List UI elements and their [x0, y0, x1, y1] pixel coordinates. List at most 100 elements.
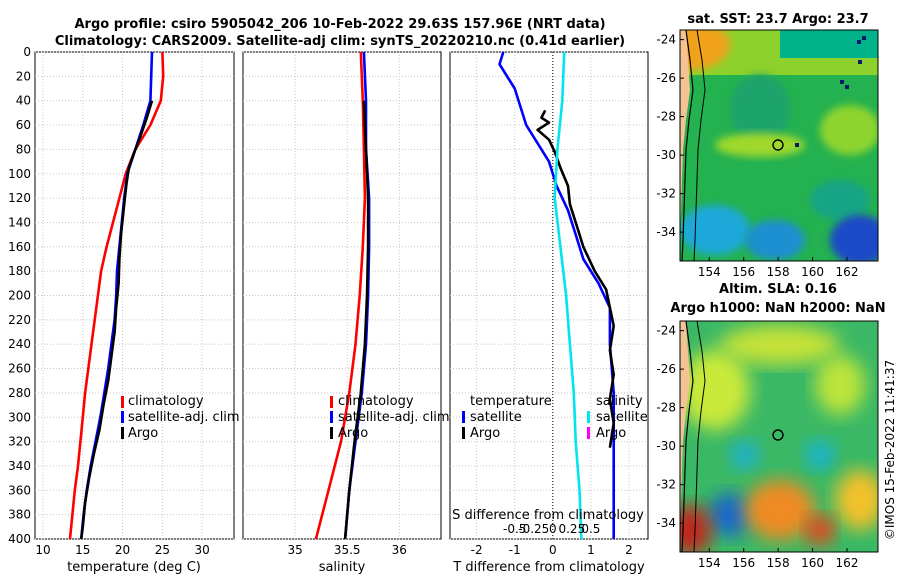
s-difference-label: S difference from climatology	[452, 508, 644, 523]
s-tick-label: -0.25	[518, 522, 549, 536]
s-difference-ticks: -0.5-0.25 0 0.250.5	[503, 522, 600, 536]
depth-tick-label: 340	[8, 459, 31, 473]
map-x-tick-label: 156	[732, 265, 755, 279]
depth-tick-label: 280	[8, 386, 31, 400]
sla-map-frame	[679, 320, 879, 553]
x-tick-label: 10	[35, 543, 50, 557]
sla-map-image	[680, 321, 878, 552]
temperature-panel: 0 20 40 60 80 100 120 140 160 180 200 220 240 260 280 3…	[8, 45, 240, 575]
map-x-tick-label: 154	[698, 556, 721, 570]
s-tick-label: 0.5	[581, 522, 600, 536]
argo-location-marker	[772, 139, 784, 151]
x-tick-label: 30	[195, 543, 210, 557]
sla-map-title2: Argo h1000: NaN h2000: NaN	[670, 301, 885, 316]
depth-tick-label: 0	[23, 45, 31, 59]
series-line-climatology	[314, 51, 367, 540]
figure-title-line2: Climatology: CARS2009. Satellite-adj cli…	[55, 34, 625, 49]
map-y-tick-label: -32	[656, 478, 676, 492]
map-x-tick-label: 154	[698, 265, 721, 279]
series-line-argo	[343, 100, 370, 540]
legend-swatch-t-argo	[462, 427, 465, 439]
legend-swatch-satellite	[330, 411, 333, 423]
salinity-series	[314, 51, 371, 540]
legend-label-s-argo: Argo	[596, 426, 626, 441]
sst-map-axes: 154 156 158 160 162 -24 -26 -28 -30 -32 -34	[656, 33, 858, 279]
depth-tick-label: 120	[8, 191, 31, 205]
sla-map: Altim. SLA: 0.16 Argo h1000: NaN h2000: …	[656, 282, 885, 570]
legend-label-satellite: satellite-adj. clim	[128, 410, 240, 425]
series-line-climatology	[68, 51, 165, 540]
salinity-panel: 35 35.5 36 climatology satellite-adj. clim…	[242, 51, 450, 575]
depth-tick-label: 260	[8, 362, 31, 376]
temperature-legend: climatology satellite-adj. clim Argo	[121, 394, 240, 441]
legend-swatch-satellite	[121, 411, 124, 423]
difference-legend: temperature satellite Argo salinity sate…	[462, 394, 648, 441]
legend-label-climatology: climatology	[128, 394, 204, 409]
depth-tick-label: 20	[16, 69, 31, 83]
legend-label-argo: Argo	[338, 426, 368, 441]
depth-tick-label: 320	[8, 435, 31, 449]
temperature-series	[68, 51, 165, 540]
x-tick-label: 15	[75, 543, 90, 557]
legend-header-temperature: temperature	[470, 394, 552, 409]
map-x-tick-label: 158	[767, 556, 790, 570]
depth-tick-label: 100	[8, 167, 31, 181]
depth-tick-label: 380	[8, 508, 31, 522]
legend-label-climatology: climatology	[338, 394, 414, 409]
depth-tick-label: 40	[16, 94, 31, 108]
s-tick-label: 0.25	[558, 522, 585, 536]
sst-map-title: sat. SST: 23.7 Argo: 23.7	[687, 12, 868, 27]
map-y-tick-label: -28	[656, 401, 676, 415]
sla-map-title1: Altim. SLA: 0.16	[719, 282, 837, 297]
map-y-tick-label: -34	[656, 516, 676, 530]
sst-pixel	[795, 143, 799, 147]
map-y-tick-label: -30	[656, 148, 676, 162]
x-tick-label: -1	[509, 543, 521, 557]
sst-map-frame	[679, 29, 879, 262]
depth-tick-label: 200	[8, 289, 31, 303]
series-line-temperature-argo	[536, 109, 615, 448]
map-x-tick-label: 160	[801, 265, 824, 279]
difference-x-label: T difference from climatology	[452, 560, 645, 575]
legend-swatch-argo	[330, 427, 333, 439]
series-line-argo	[79, 100, 154, 540]
salinity-x-label: salinity	[319, 560, 366, 575]
legend-swatch-climatology	[330, 396, 333, 408]
legend-header-salinity: salinity	[596, 394, 643, 409]
legend-swatch-t-satellite	[462, 411, 465, 423]
x-tick-label: 35	[287, 543, 302, 557]
argo-location-marker	[772, 429, 784, 441]
s-tick-label: -0.5	[503, 522, 526, 536]
map-x-tick-label: 156	[732, 556, 755, 570]
x-tick-label: 1	[587, 543, 595, 557]
map-y-tick-label: -26	[656, 71, 676, 85]
x-tick-label: 20	[115, 543, 130, 557]
difference-series	[498, 51, 615, 540]
legend-label-t-satellite: satellite	[470, 410, 522, 425]
depth-tick-label: 220	[8, 313, 31, 327]
x-tick-label: 36	[392, 543, 407, 557]
depth-tick-label: 160	[8, 240, 31, 254]
difference-panel: -2 -1 0 1 2 temperature satellite Argo salin…	[449, 51, 649, 575]
legend-label-s-satellite: satellite	[596, 410, 648, 425]
map-y-tick-label: -32	[656, 187, 676, 201]
x-tick-label: 35.5	[334, 543, 361, 557]
sst-pixel	[858, 60, 862, 64]
series-line-salinity-satellite	[553, 51, 583, 540]
depth-tick-label: 360	[8, 483, 31, 497]
s-tick-label: 0	[549, 522, 557, 536]
depth-tick-label: 60	[16, 118, 31, 132]
map-y-tick-label: -24	[656, 324, 676, 338]
figure-title-line1: Argo profile: csiro 5905042_206 10-Feb-2…	[74, 17, 605, 32]
legend-label-argo: Argo	[128, 426, 158, 441]
depth-tick-label: 140	[8, 215, 31, 229]
legend-swatch-s-satellite	[587, 411, 590, 423]
legend-swatch-s-argo	[587, 427, 590, 439]
map-y-tick-label: -26	[656, 362, 676, 376]
depth-tick-label: 240	[8, 337, 31, 351]
temperature-x-label: temperature (deg C)	[67, 560, 201, 575]
sst-map-image	[680, 30, 878, 261]
sst-pixel	[840, 80, 844, 84]
map-x-tick-label: 162	[836, 556, 859, 570]
map-x-tick-label: 162	[836, 265, 859, 279]
